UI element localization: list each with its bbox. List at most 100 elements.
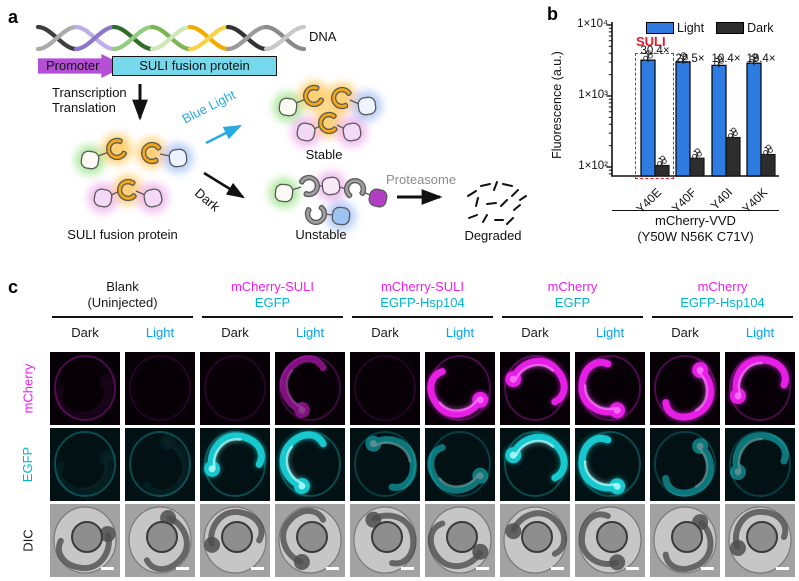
tile-mcherry-group3-dark	[350, 352, 420, 425]
legend-item-dark: Dark	[716, 21, 774, 35]
group-header-underline	[352, 316, 493, 318]
bar-chart-canvas	[606, 22, 779, 177]
panel-a-label: a	[8, 7, 19, 27]
legend-item-light: Light	[646, 21, 704, 35]
y-tick-label: 1×10⁴	[577, 18, 608, 30]
fold-change-label: 30.4×	[640, 45, 670, 57]
fluorescence-micrograph	[50, 352, 120, 425]
condition-label-dark: Dark	[71, 325, 99, 340]
dic-micrograph	[425, 504, 495, 577]
group-header-underline	[502, 316, 643, 318]
chart-bars	[640, 50, 776, 177]
group-header-underline	[202, 316, 343, 318]
data-point	[695, 148, 700, 154]
tile-dic-group1-light	[125, 504, 195, 577]
group-header-line1: mCherry	[697, 279, 748, 294]
promoter-label: Promoter	[46, 58, 100, 73]
data-point	[733, 131, 738, 136]
legend-swatch	[716, 22, 745, 34]
y-tick-label: 1×10²	[578, 160, 608, 172]
group-header-line2: EGFP	[254, 295, 291, 310]
fold-change-label: 19.4×	[746, 53, 776, 65]
fluorescence-micrograph	[575, 352, 645, 425]
data-point	[643, 55, 648, 61]
tile-dic-group2-dark	[200, 504, 270, 577]
data-point	[717, 55, 722, 61]
fluorescence-micrograph	[650, 352, 720, 425]
panel-a-illustration	[35, 24, 527, 231]
y-tick-label: 1×10³	[578, 89, 608, 101]
scale-bar	[176, 567, 189, 570]
data-point	[714, 61, 719, 66]
data-point	[648, 53, 653, 59]
degraded-label: Degraded	[464, 228, 522, 243]
bar-light-Y40F	[675, 61, 691, 177]
tile-mcherry-group1-dark	[50, 352, 120, 425]
x-group-underline	[612, 210, 779, 211]
tile-dic-group3-light	[425, 504, 495, 577]
fluorescence-micrograph	[500, 352, 570, 425]
data-point	[683, 55, 688, 61]
bar-light-Y40I	[711, 64, 727, 177]
condition-label-dark: Dark	[371, 325, 399, 340]
tile-mcherry-group2-light	[275, 352, 345, 425]
group-header-line1: Blank	[106, 279, 139, 294]
suli-gene-label: SULI fusion protein	[139, 58, 250, 73]
tile-mcherry-group4-light	[575, 352, 645, 425]
row-label-text: DIC	[20, 529, 36, 552]
fluorescence-micrograph	[125, 352, 195, 425]
data-point	[662, 159, 667, 164]
suli-highlight-label: SULI	[636, 34, 666, 49]
bar-dark-Y40I	[725, 136, 741, 177]
row-label-mcherry: mCherry	[14, 352, 42, 425]
degraded-fragments	[467, 181, 527, 225]
translation-label: Translation	[52, 100, 116, 115]
dic-micrograph	[650, 504, 720, 577]
tile-egfp-group4-light	[575, 428, 645, 501]
dic-micrograph	[725, 504, 795, 577]
bar-dark-Y40K	[760, 153, 776, 177]
scale-bar	[776, 567, 789, 570]
condition-label-light: Light	[745, 325, 775, 340]
panel-b-label: b	[547, 4, 558, 24]
scale-bar	[401, 567, 414, 570]
tile-dic-group5-dark	[650, 504, 720, 577]
dic-micrograph	[275, 504, 345, 577]
fluorescence-micrograph	[200, 428, 270, 501]
legend-label: Dark	[747, 21, 774, 35]
suli-gene-box: SULI fusion protein	[112, 56, 277, 76]
dic-micrograph	[125, 504, 195, 577]
data-point	[697, 151, 702, 157]
fluorescence-micrograph	[575, 428, 645, 501]
x-group-label-line1: mCherry-VVD	[655, 213, 736, 228]
condition-label-dark: Dark	[221, 325, 249, 340]
fluorescence-micrograph	[425, 352, 495, 425]
tile-egfp-group1-dark	[50, 428, 120, 501]
scale-bar	[626, 567, 639, 570]
data-point	[752, 53, 757, 59]
bar-light-Y40K	[746, 62, 762, 177]
group-header-line1: mCherry-SULI	[230, 279, 315, 294]
fluorescence-micrograph	[350, 428, 420, 501]
tile-egfp-group5-dark	[650, 428, 720, 501]
row-label-text: mCherry	[20, 363, 36, 414]
group-header-line1: mCherry	[547, 279, 598, 294]
x-group-label-line2: (Y50W N56K C71V)	[637, 229, 754, 244]
tile-mcherry-group4-dark	[500, 352, 570, 425]
data-point	[719, 59, 724, 64]
bar-dark-Y40F	[689, 157, 705, 177]
data-point	[766, 144, 771, 150]
data-point	[749, 58, 754, 64]
group-header-line2: EGFP-Hsp104	[380, 295, 465, 310]
stable-protein-cluster	[273, 81, 382, 147]
scale-bar	[551, 567, 564, 570]
tile-mcherry-group5-light	[725, 352, 795, 425]
suli-protein-cluster	[75, 134, 193, 213]
tile-egfp-group2-light	[275, 428, 345, 501]
tile-dic-group1-dark	[50, 504, 120, 577]
fluorescence-micrograph	[725, 352, 795, 425]
fluorescence-micrograph	[350, 352, 420, 425]
condition-label-dark: Dark	[521, 325, 549, 340]
condition-label-dark: Dark	[671, 325, 699, 340]
